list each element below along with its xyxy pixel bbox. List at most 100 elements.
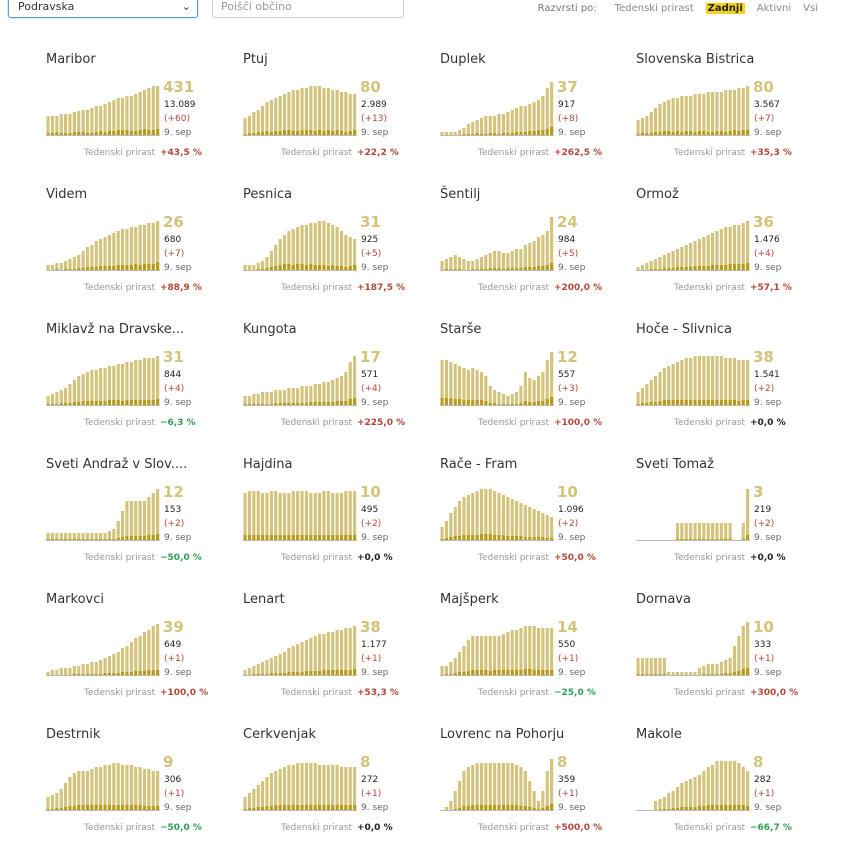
municipality-card[interactable]: Lenart 38 1.177 (+1) 9. sep Tedenski prirast …	[243, 580, 413, 698]
bar-active	[326, 491, 330, 541]
municipality-card[interactable]: Sveti Andraž v Slov.... 12 153 (+2) 9. sep Te…	[46, 445, 216, 563]
bar-active	[733, 225, 737, 271]
municipality-card[interactable]: Miklavž na Dravske... 31 844 (+4) 9. sep Tede…	[46, 310, 216, 428]
daily-delta: (+1)	[558, 789, 579, 799]
bar-active	[719, 662, 723, 676]
bar-active	[444, 666, 448, 676]
bar-active	[138, 225, 142, 271]
sort-option-weekly-growth[interactable]: Tedenski prirast	[614, 2, 694, 14]
weekly-growth: Tedenski prirast +0,0 %	[674, 418, 786, 428]
bar-new	[322, 265, 326, 271]
bar-new	[684, 400, 688, 406]
municipality-card[interactable]: Destrnik 9 306 (+1) 9. sep Tedenski prirast −…	[46, 715, 216, 833]
municipality-card[interactable]: Hoče - Slivnica 38 1.541 (+2) 9. sep Tedenski…	[636, 310, 806, 428]
bar-new	[121, 130, 125, 136]
municipality-card[interactable]: Slovenska Bistrica 80 3.567 (+7) 9. sep Teden…	[636, 40, 806, 158]
bar-active	[711, 92, 715, 136]
bar-active	[112, 366, 116, 406]
municipality-card[interactable]: Hajdina 10 495 (+2) 9. sep Tedenski prirast +…	[243, 445, 413, 563]
bar-new	[309, 805, 313, 811]
municipality-card[interactable]: Makole 8 282 (+1) 9. sep Tedenski prirast −66…	[636, 715, 806, 833]
bar-new	[313, 535, 317, 541]
municipality-card[interactable]: Šentilj 24 984 (+5) 9. sep Tedenski prirast +…	[440, 175, 610, 293]
bar-active	[252, 666, 256, 676]
bar-new	[309, 130, 313, 136]
bar-new	[326, 402, 330, 406]
bar-active	[471, 122, 475, 136]
bar-active	[724, 227, 728, 271]
municipality-card[interactable]: Markovci 39 649 (+1) 9. sep Tedenski prirast …	[46, 580, 216, 698]
bar-new	[121, 537, 125, 541]
municipality-card[interactable]: Rače - Fram 10 1.096 (+2) 9. sep Tedenski pri…	[440, 445, 610, 563]
bar-new	[515, 132, 519, 136]
municipality-card[interactable]: Ormož 36 1.476 (+4) 9. sep Tedenski prirast +…	[636, 175, 806, 293]
bar-new	[541, 670, 545, 676]
bar-new	[654, 402, 658, 406]
bar-active	[515, 765, 519, 811]
bar-new	[348, 805, 352, 811]
bar-new	[94, 267, 98, 271]
trend-chart	[46, 356, 160, 406]
bar-new	[121, 672, 125, 676]
municipality-card[interactable]: Sveti Tomaž 3 219 (+2) 9. sep Tedenski priras…	[636, 445, 806, 563]
bar-new	[462, 806, 466, 811]
municipality-card[interactable]: Pesnica 31 925 (+5) 9. sep Tedenski prirast +…	[243, 175, 413, 293]
bar-new	[125, 265, 129, 271]
municipality-search-input[interactable]: Poišči občino	[212, 0, 404, 18]
municipality-card[interactable]: Videm 26 680 (+7) 9. sep Tedenski prirast +88…	[46, 175, 216, 293]
bar-new	[116, 130, 120, 136]
bar-new	[353, 669, 357, 676]
bar-active	[654, 376, 658, 406]
bar-new	[671, 132, 675, 136]
total-cases: 219	[754, 505, 772, 515]
bar-new	[662, 400, 666, 406]
weekly-growth-value: +0,0 %	[356, 553, 393, 563]
municipality-card[interactable]: Starše 12 557 (+3) 9. sep Tedenski prirast +1…	[440, 310, 610, 428]
bar-active	[81, 251, 85, 271]
municipality-card[interactable]: Duplek 37 917 (+8) 9. sep Tedenski prirast +2…	[440, 40, 610, 158]
bar-active	[471, 368, 475, 406]
municipality-card[interactable]: Lovrenc na Pohorju 8 359 (+1) 9. sep Tedenski…	[440, 715, 610, 833]
bar-active	[510, 394, 514, 406]
municipality-card[interactable]: Maribor 431 13.089 (+60) 9. sep Tedenski prir…	[46, 40, 216, 158]
bar-active	[550, 759, 554, 811]
trend-chart	[243, 356, 357, 406]
bar-active	[151, 223, 155, 271]
bar-new	[340, 535, 344, 541]
sort-option-active[interactable]: Aktivni	[756, 2, 792, 14]
sort-option-all[interactable]: Vsi	[803, 2, 818, 14]
municipality-card[interactable]: Ptuj 80 2.989 (+13) 9. sep Tedenski prirast +…	[243, 40, 413, 158]
bar-active	[493, 491, 497, 541]
municipality-card[interactable]: Kungota 17 571 (+4) 9. sep Tedenski prirast +…	[243, 310, 413, 428]
bar-active	[265, 777, 269, 811]
weekly-growth: Tedenski prirast −6,3 %	[84, 418, 196, 428]
bar-new	[138, 536, 142, 541]
municipality-card[interactable]: Dornava 10 333 (+1) 9. sep Tedenski prirast +…	[636, 580, 806, 698]
bar-active	[706, 235, 710, 271]
bar-active	[676, 249, 680, 271]
bar-active	[545, 360, 549, 406]
municipality-card[interactable]: Majšperk 14 550 (+1) 9. sep Tedenski prirast …	[440, 580, 610, 698]
bar-new	[318, 130, 322, 136]
bar-active	[746, 221, 750, 271]
bar-active	[72, 380, 76, 406]
bar-new	[488, 133, 492, 136]
sort-option-latest[interactable]: Zadnji	[705, 2, 745, 14]
region-select[interactable]: Podravska ⌄	[8, 0, 198, 18]
search-placeholder: Poišči občino	[221, 0, 292, 13]
bar-new	[283, 403, 287, 406]
weekly-growth: Tedenski prirast +200,0 %	[478, 283, 602, 293]
bar-new	[300, 264, 304, 271]
bar-active	[59, 390, 63, 406]
bar-active	[274, 245, 278, 271]
bar-new	[693, 400, 697, 406]
trend-chart	[636, 622, 750, 676]
municipality-card[interactable]: Cerkvenjak 8 272 (+1) 9. sep Tedenski prirast…	[243, 715, 413, 833]
bar-new	[125, 805, 129, 811]
bar-active	[331, 380, 335, 406]
municipality-name: Šentilj	[440, 187, 481, 202]
bar-active	[706, 92, 710, 136]
bar-new	[488, 805, 492, 811]
bar-new	[444, 538, 448, 541]
bar-active	[77, 111, 81, 136]
